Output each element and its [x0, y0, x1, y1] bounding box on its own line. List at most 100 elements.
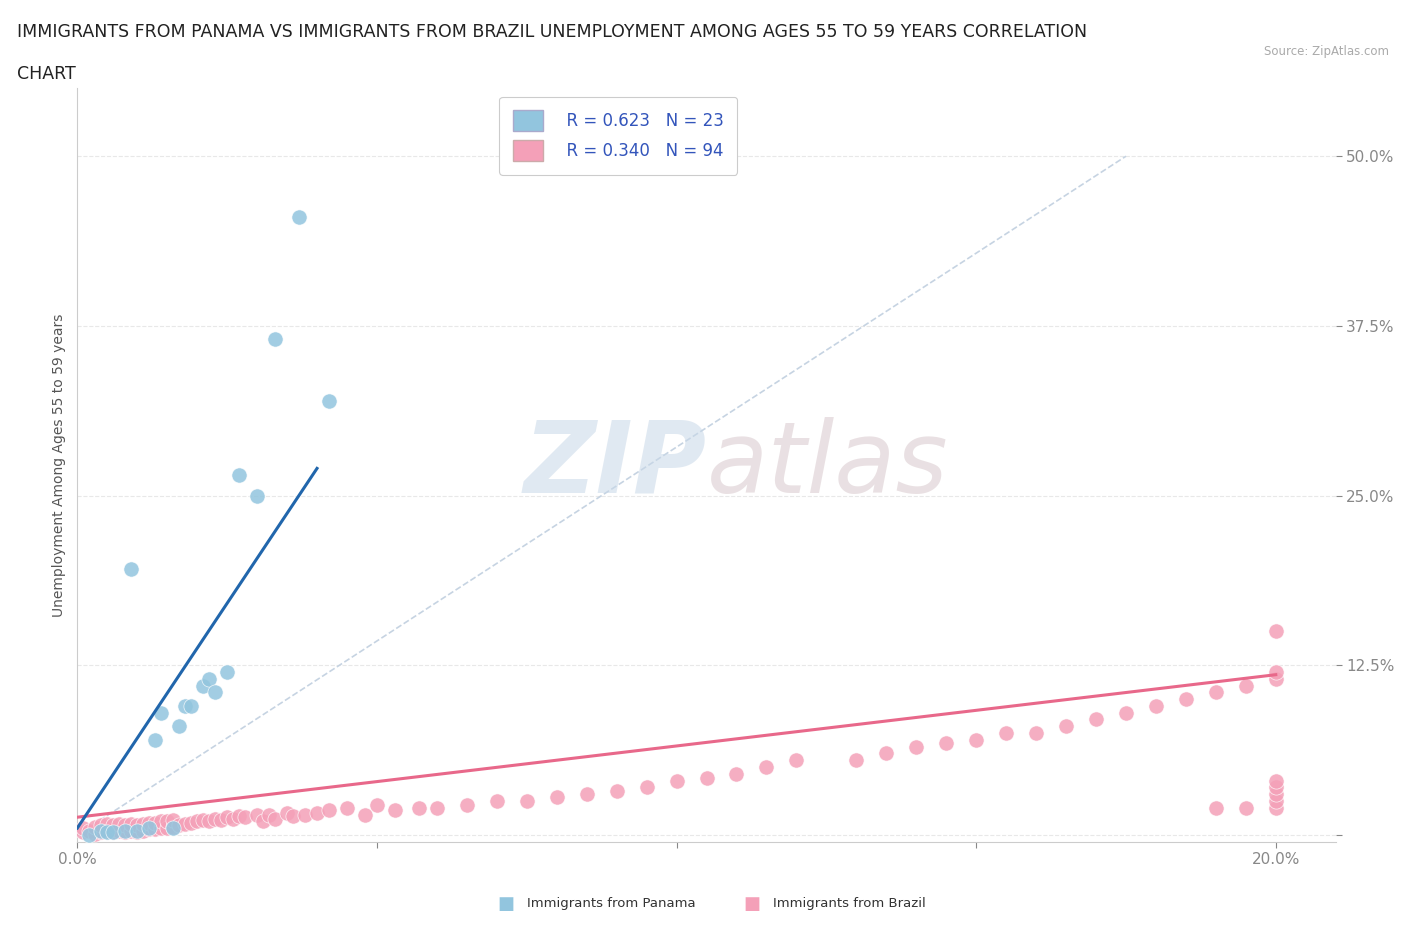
Point: [222, 811, 245, 826]
Point: [1144, 698, 1167, 713]
Point: [132, 817, 155, 831]
Point: [606, 784, 628, 799]
Point: [1234, 801, 1257, 816]
Text: CHART: CHART: [17, 65, 76, 83]
Text: ■: ■: [498, 895, 515, 913]
Point: [1025, 725, 1047, 740]
Point: [114, 823, 136, 838]
Point: [96, 823, 118, 838]
Point: [1264, 801, 1286, 816]
Point: [72, 825, 94, 840]
Point: [186, 814, 208, 829]
Point: [204, 811, 226, 826]
Point: [108, 817, 131, 831]
Point: [138, 822, 160, 837]
Point: [875, 746, 897, 761]
Point: [167, 719, 190, 734]
Point: [257, 807, 280, 822]
Point: [162, 813, 184, 828]
Point: [156, 814, 179, 829]
Y-axis label: Unemployment Among Ages 55 to 59 years: Unemployment Among Ages 55 to 59 years: [52, 313, 66, 617]
Point: [965, 733, 987, 748]
Point: [546, 790, 568, 804]
Text: atlas: atlas: [707, 417, 948, 513]
Point: [294, 807, 316, 822]
Point: [516, 793, 538, 808]
Point: [281, 808, 304, 823]
Point: [174, 817, 197, 831]
Point: [209, 813, 232, 828]
Point: [138, 820, 160, 835]
Point: [162, 820, 184, 835]
Point: [72, 820, 94, 835]
Point: [1115, 705, 1137, 720]
Point: [103, 825, 125, 840]
Point: [103, 817, 125, 832]
Point: [696, 770, 718, 785]
Point: [318, 803, 340, 817]
Legend:   R = 0.623   N = 23,   R = 0.340   N = 94: R = 0.623 N = 23, R = 0.340 N = 94: [499, 97, 737, 175]
Point: [84, 826, 107, 841]
Point: [845, 752, 868, 767]
Point: [233, 810, 256, 825]
Point: [162, 819, 184, 834]
Point: [180, 698, 202, 713]
Point: [384, 803, 406, 817]
Point: [354, 807, 377, 822]
Point: [1264, 780, 1286, 795]
Point: [79, 828, 101, 843]
Point: [120, 562, 142, 577]
Point: [636, 780, 658, 795]
Point: [143, 822, 166, 837]
Point: [228, 808, 250, 823]
Point: [264, 332, 287, 347]
Point: [204, 684, 226, 699]
Point: [755, 760, 778, 775]
Point: [217, 810, 239, 825]
Point: [1264, 624, 1286, 639]
Point: [150, 820, 173, 835]
Point: [1264, 773, 1286, 788]
Point: [174, 698, 197, 713]
Text: IMMIGRANTS FROM PANAMA VS IMMIGRANTS FROM BRAZIL UNEMPLOYMENT AMONG AGES 55 TO 5: IMMIGRANTS FROM PANAMA VS IMMIGRANTS FRO…: [17, 23, 1087, 41]
Point: [114, 825, 136, 840]
Point: [485, 793, 508, 808]
Point: [1264, 793, 1286, 808]
Point: [90, 825, 112, 840]
Point: [336, 801, 359, 816]
Point: [127, 817, 149, 832]
Point: [246, 807, 269, 822]
Point: [132, 823, 155, 838]
Text: Immigrants from Brazil: Immigrants from Brazil: [773, 897, 927, 910]
Point: [305, 805, 328, 820]
Text: ■: ■: [744, 895, 761, 913]
Point: [127, 823, 149, 838]
Point: [276, 805, 298, 820]
Point: [318, 393, 340, 408]
Point: [252, 814, 274, 829]
Point: [96, 817, 118, 831]
Point: [217, 665, 239, 680]
Point: [180, 816, 202, 830]
Point: [264, 811, 287, 826]
Point: [79, 823, 101, 838]
Point: [84, 819, 107, 834]
Point: [905, 739, 928, 754]
Point: [143, 733, 166, 748]
Point: [1205, 684, 1227, 699]
Point: [114, 817, 136, 832]
Point: [191, 813, 215, 828]
Point: [785, 752, 807, 767]
Point: [120, 817, 142, 831]
Point: [935, 735, 957, 750]
Point: [103, 825, 125, 840]
Point: [228, 468, 250, 483]
Point: [198, 814, 221, 829]
Point: [138, 816, 160, 830]
Point: [575, 787, 598, 802]
Point: [120, 823, 142, 838]
Point: [1085, 712, 1108, 727]
Point: [725, 766, 748, 781]
Text: ZIP: ZIP: [523, 417, 707, 513]
Point: [1054, 719, 1077, 734]
